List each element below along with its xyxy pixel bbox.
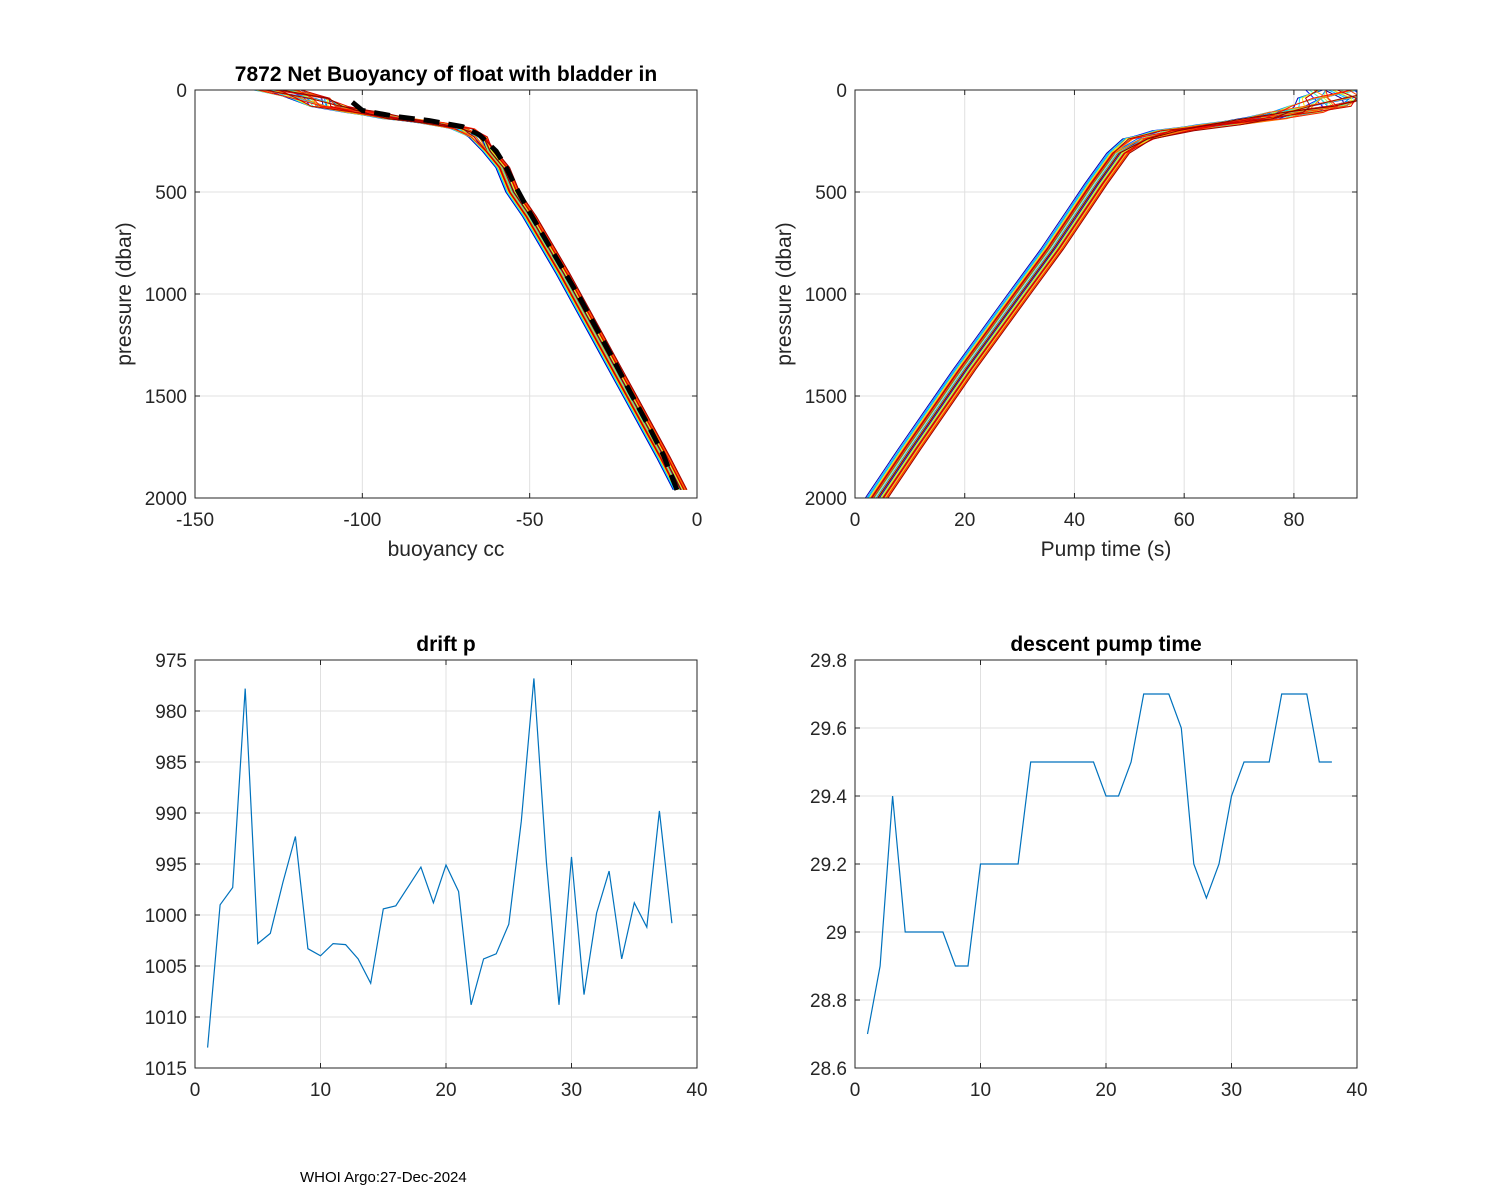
chart-title: drift p (416, 633, 475, 656)
x-tick-label: 40 (1346, 1080, 1367, 1101)
x-tick-label: 80 (1283, 510, 1304, 531)
y-tick-label: 0 (836, 81, 847, 102)
y-tick-label: 2000 (805, 489, 847, 510)
y-tick-label: 0 (176, 81, 187, 102)
profile-line (870, 90, 1353, 498)
y-tick-label: 1000 (145, 906, 187, 927)
y-axis-label: pressure (dbar) (773, 222, 796, 366)
y-tick-label: 29.2 (810, 855, 847, 876)
y-tick-label: 1015 (145, 1059, 187, 1080)
profile-line (279, 90, 678, 491)
profile-line (887, 94, 1357, 498)
y-tick-label: 990 (155, 804, 187, 825)
y-tick-label: 975 (155, 651, 187, 672)
x-tick-label: 0 (850, 510, 861, 531)
buoyancy-panel: -150 -100 -50 0 0 500 1000 1500 2000 7872 Net Buo… (113, 63, 702, 561)
y-tick-label: 1005 (145, 957, 187, 978)
drift-p-panel: 0 10 20 30 40 975 980 985 990 995 1000 1005 1010 1015… (145, 633, 708, 1101)
x-tick-label: 40 (1064, 510, 1085, 531)
series-line (207, 678, 673, 1048)
x-tick-label: 0 (692, 510, 703, 531)
data-layer (864, 90, 1357, 498)
pump-time-panel: 0 20 40 60 80 0 500 1000 1500 2000 Pump time (s) pr… (773, 81, 1358, 561)
x-tick-label: 20 (1095, 1080, 1116, 1101)
x-tick-label: 60 (1174, 510, 1195, 531)
x-tick-label: 10 (310, 1080, 331, 1101)
profile-line (868, 90, 1320, 498)
x-axis-label: Pump time (s) (1041, 538, 1172, 561)
y-tick-label: 28.6 (810, 1059, 847, 1080)
y-tick-label: 2000 (145, 489, 187, 510)
y-tick-label: 1010 (145, 1008, 187, 1029)
x-tick-label: 10 (970, 1080, 991, 1101)
descent-pump-time-panel: 0 10 20 30 40 28.6 28.8 29 29.2 29.4 29.6 29.8 desce… (810, 633, 1368, 1101)
y-tick-label: 29 (826, 923, 847, 944)
chart-title: descent pump time (1010, 633, 1201, 656)
profile-line (882, 90, 1357, 498)
y-tick-label: 1000 (805, 285, 847, 306)
y-tick-label: 500 (155, 183, 187, 204)
x-tick-label: 0 (190, 1080, 201, 1101)
x-axis-label: buoyancy cc (388, 538, 505, 561)
y-tick-label: 1000 (145, 285, 187, 306)
chart-title: 7872 Net Buoyancy of float with bladder … (235, 63, 657, 86)
profile-line (877, 100, 1357, 498)
x-tick-label: -100 (343, 510, 381, 531)
y-tick-label: 29.4 (810, 787, 847, 808)
footer-text: WHOI Argo:27-Dec-2024 (300, 1169, 467, 1186)
data-layer (207, 678, 673, 1048)
y-tick-label: 980 (155, 702, 187, 723)
profile-line (872, 94, 1357, 498)
x-tick-label: -150 (176, 510, 214, 531)
profile-line (280, 90, 682, 491)
y-tick-label: 1500 (145, 387, 187, 408)
series-line (866, 693, 1332, 1035)
x-tick-label: 40 (686, 1080, 707, 1101)
y-tick-label: 29.8 (810, 651, 847, 672)
y-tick-label: 1500 (805, 387, 847, 408)
y-tick-label: 29.6 (810, 719, 847, 740)
data-layer (866, 693, 1332, 1035)
mean-profile-line (350, 100, 680, 491)
x-tick-label: 0 (850, 1080, 861, 1101)
x-tick-label: 30 (1221, 1080, 1242, 1101)
y-tick-label: 995 (155, 855, 187, 876)
y-tick-label: 28.8 (810, 991, 847, 1012)
y-axis-label: pressure (dbar) (113, 222, 136, 366)
x-tick-label: -50 (516, 510, 543, 531)
y-tick-label: 500 (815, 183, 847, 204)
x-tick-label: 20 (435, 1080, 456, 1101)
data-layer (253, 90, 688, 491)
x-tick-label: 20 (954, 510, 975, 531)
y-tick-label: 985 (155, 753, 187, 774)
x-tick-label: 30 (561, 1080, 582, 1101)
